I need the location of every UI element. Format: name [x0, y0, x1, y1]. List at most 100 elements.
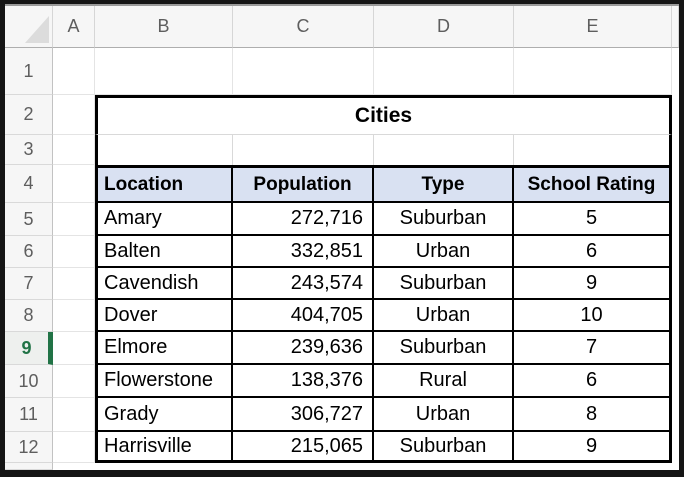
column-header-row: A B C D E — [5, 6, 679, 48]
cell-a3[interactable] — [53, 135, 95, 165]
cell-row13-sliver — [53, 463, 679, 470]
row-header-9-selected[interactable]: 9 — [5, 332, 53, 365]
cell-school-rating[interactable]: 5 — [514, 203, 672, 236]
row-header-3[interactable]: 3 — [5, 135, 53, 165]
cell-f7-sliver — [672, 268, 679, 300]
cell-a4[interactable] — [53, 165, 95, 203]
cell-population[interactable]: 272,716 — [233, 203, 374, 236]
table-row: 11 Grady 306,727 Urban 8 — [5, 398, 679, 432]
cell-school-rating[interactable]: 7 — [514, 332, 672, 365]
cell-d3[interactable] — [374, 135, 514, 165]
cell-type[interactable]: Urban — [374, 398, 514, 432]
cell-location[interactable]: Dover — [95, 300, 233, 332]
table-row: 8 Dover 404,705 Urban 10 — [5, 300, 679, 332]
cell-location[interactable]: Grady — [95, 398, 233, 432]
cell-type[interactable]: Suburban — [374, 332, 514, 365]
cell-population[interactable]: 332,851 — [233, 236, 374, 268]
cell-location[interactable]: Balten — [95, 236, 233, 268]
header-cell-type[interactable]: Type — [374, 165, 514, 203]
cell-b3[interactable] — [95, 135, 233, 165]
row-header-7[interactable]: 7 — [5, 268, 53, 300]
header-cell-population[interactable]: Population — [233, 165, 374, 203]
cell-e1[interactable] — [514, 48, 672, 95]
select-all-triangle-icon — [25, 16, 49, 43]
cell-type[interactable]: Suburban — [374, 203, 514, 236]
table-row: 9 Elmore 239,636 Suburban 7 — [5, 332, 679, 365]
sheet-row-1: 1 — [5, 48, 679, 95]
cell-location[interactable]: Harrisville — [95, 432, 233, 463]
cell-location[interactable]: Elmore — [95, 332, 233, 365]
cell-type[interactable]: Suburban — [374, 268, 514, 300]
column-header-d[interactable]: D — [374, 6, 514, 48]
cell-school-rating[interactable]: 9 — [514, 268, 672, 300]
column-header-c[interactable]: C — [233, 6, 374, 48]
cell-a5[interactable] — [53, 203, 95, 236]
cell-population[interactable]: 138,376 — [233, 365, 374, 398]
column-header-b[interactable]: B — [95, 6, 233, 48]
cell-f1-sliver — [672, 48, 679, 95]
cell-school-rating[interactable]: 8 — [514, 398, 672, 432]
cell-location[interactable]: Amary — [95, 203, 233, 236]
formula-bar-edge — [5, 4, 679, 6]
cell-population[interactable]: 404,705 — [233, 300, 374, 332]
cell-a10[interactable] — [53, 365, 95, 398]
cell-a8[interactable] — [53, 300, 95, 332]
cell-f2-sliver — [672, 95, 679, 135]
table-row: 5 Amary 272,716 Suburban 5 — [5, 203, 679, 236]
cell-school-rating[interactable]: 6 — [514, 236, 672, 268]
cell-type[interactable]: Urban — [374, 236, 514, 268]
cell-a11[interactable] — [53, 398, 95, 432]
cell-a1[interactable] — [53, 48, 95, 95]
row-header-5[interactable]: 5 — [5, 203, 53, 236]
row-header-2[interactable]: 2 — [5, 95, 53, 135]
cell-f5-sliver — [672, 203, 679, 236]
row-header-11[interactable]: 11 — [5, 398, 53, 432]
table-row: 6 Balten 332,851 Urban 6 — [5, 236, 679, 268]
row-header-13-sliver — [5, 463, 53, 470]
cell-a12[interactable] — [53, 432, 95, 463]
row-header-12[interactable]: 12 — [5, 432, 53, 463]
cell-f4-sliver — [672, 165, 679, 203]
cell-a9[interactable] — [53, 332, 95, 365]
cell-f9-sliver — [672, 332, 679, 365]
row-header-10[interactable]: 10 — [5, 365, 53, 398]
cell-e3[interactable] — [514, 135, 672, 165]
table-title-cell[interactable]: Cities — [95, 95, 672, 135]
column-header-e[interactable]: E — [514, 6, 672, 48]
cell-population[interactable]: 306,727 — [233, 398, 374, 432]
table-row: 7 Cavendish 243,574 Suburban 9 — [5, 268, 679, 300]
select-all-button[interactable] — [5, 6, 53, 48]
column-header-a[interactable]: A — [53, 6, 95, 48]
row-header-1[interactable]: 1 — [5, 48, 53, 95]
cell-type[interactable]: Rural — [374, 365, 514, 398]
cell-type[interactable]: Suburban — [374, 432, 514, 463]
table-row: 12 Harrisville 215,065 Suburban 9 — [5, 432, 679, 463]
cell-f3-sliver — [672, 135, 679, 165]
cell-f12-sliver — [672, 432, 679, 463]
cell-school-rating[interactable]: 10 — [514, 300, 672, 332]
row-header-8[interactable]: 8 — [5, 300, 53, 332]
cell-population[interactable]: 239,636 — [233, 332, 374, 365]
row-header-4[interactable]: 4 — [5, 165, 53, 203]
row-header-6[interactable]: 6 — [5, 236, 53, 268]
cell-population[interactable]: 243,574 — [233, 268, 374, 300]
cell-type[interactable]: Urban — [374, 300, 514, 332]
cell-school-rating[interactable]: 9 — [514, 432, 672, 463]
header-cell-location[interactable]: Location — [95, 165, 233, 203]
header-cell-school-rating[interactable]: School Rating — [514, 165, 672, 203]
cell-d1[interactable] — [374, 48, 514, 95]
cell-school-rating[interactable]: 6 — [514, 365, 672, 398]
cell-population[interactable]: 215,065 — [233, 432, 374, 463]
table-header-row: 4 Location Population Type School Rating — [5, 165, 679, 203]
cell-b1[interactable] — [95, 48, 233, 95]
cell-location[interactable]: Flowerstone — [95, 365, 233, 398]
cell-a6[interactable] — [53, 236, 95, 268]
cell-location[interactable]: Cavendish — [95, 268, 233, 300]
table-row: 10 Flowerstone 138,376 Rural 6 — [5, 365, 679, 398]
cell-c3[interactable] — [233, 135, 374, 165]
cell-a2[interactable] — [53, 95, 95, 135]
cell-a7[interactable] — [53, 268, 95, 300]
cell-c1[interactable] — [233, 48, 374, 95]
cell-f8-sliver — [672, 300, 679, 332]
